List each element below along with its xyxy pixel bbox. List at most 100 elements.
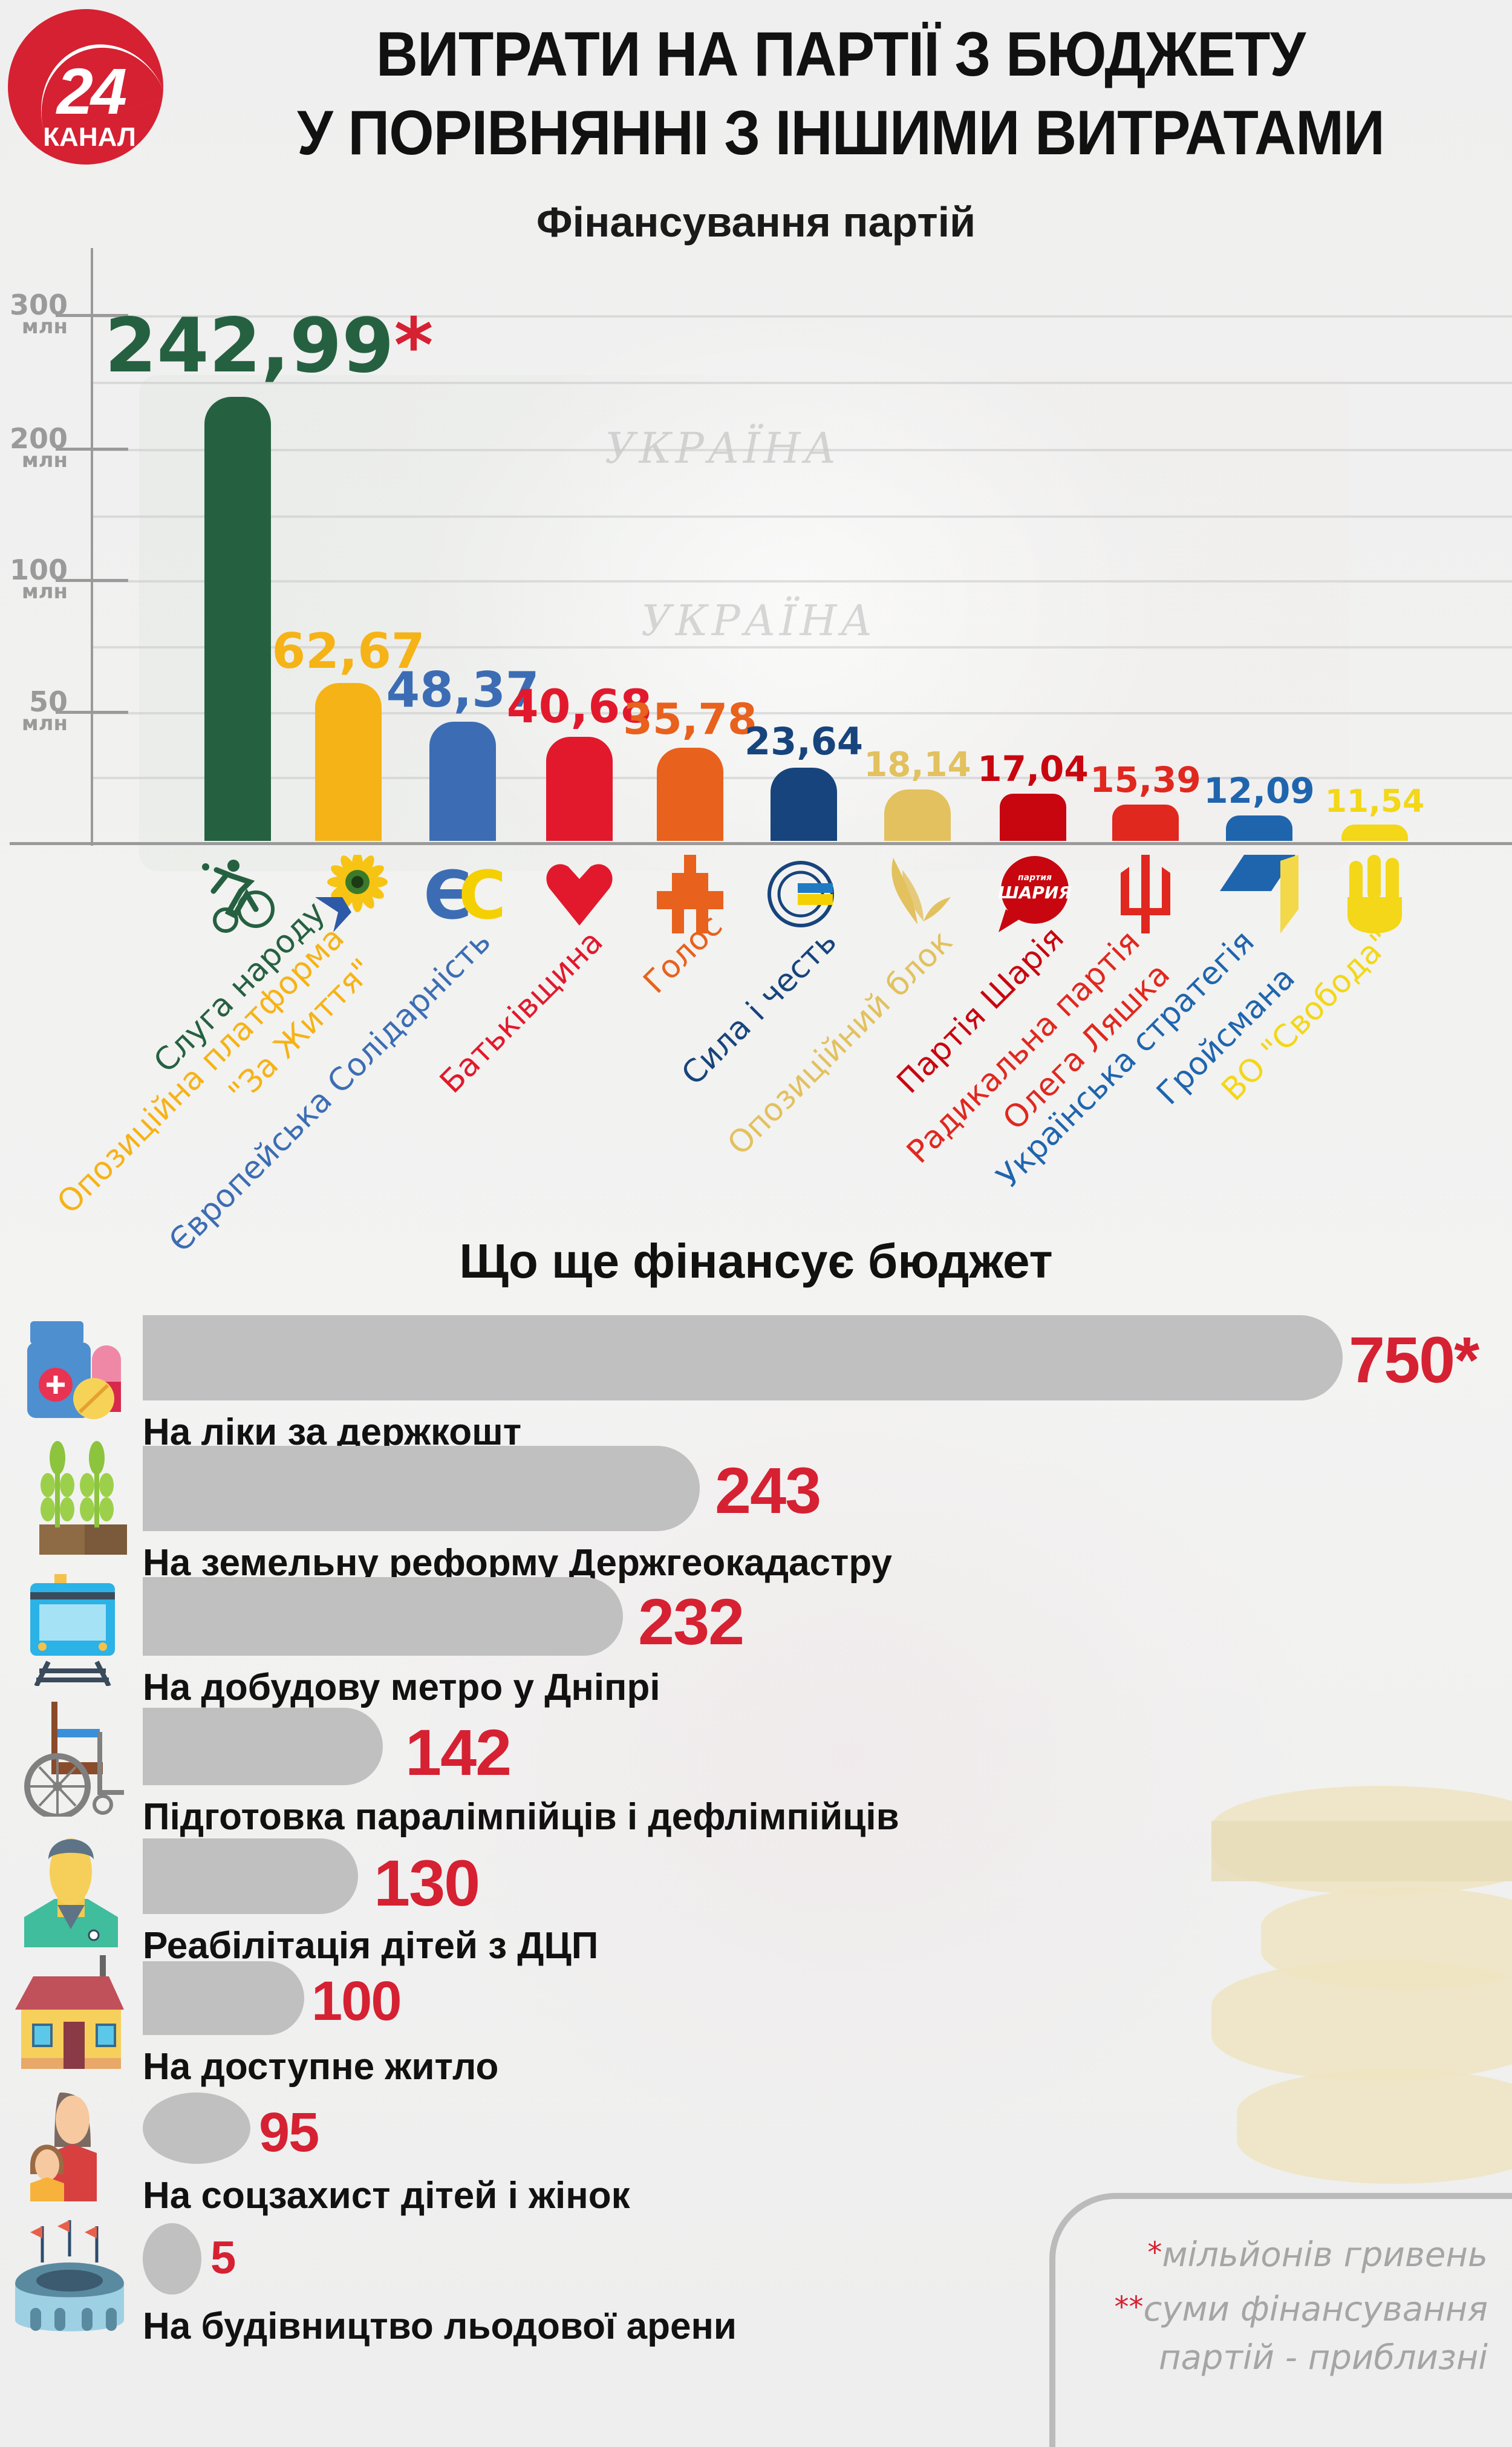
budget-value: 130 (374, 1846, 480, 1919)
y-tick-mark (56, 711, 128, 714)
gridline (93, 712, 1512, 714)
party-chart-title: Фінансування партій (536, 198, 976, 246)
bar-value-label: 11,54 (1325, 783, 1425, 820)
svg-text:С: С (458, 861, 502, 927)
logo-subtitle: КАНАЛ (43, 122, 136, 152)
bar-value-label: 35,78 (623, 694, 757, 744)
party-bar (657, 748, 723, 841)
budget-value: 142 (405, 1716, 512, 1789)
banknote-watermark: УКРАЇНА (605, 423, 840, 473)
y-tick-label: 200 млн (9, 422, 68, 472)
budget-value: 750* (1349, 1323, 1479, 1396)
budget-item-label: На добудову метро у Дніпрі (143, 1667, 660, 1708)
bar-value-label: 17,04 (977, 748, 1089, 789)
bar-value-label: 15,39 (1090, 759, 1201, 800)
party-name-label: Європейська Солідарність (161, 923, 498, 1259)
sila-i-chest-logo-icon (761, 853, 846, 935)
gridline (93, 515, 1512, 518)
party-bar (1226, 815, 1292, 841)
budget-item-label: На ліки за держкошт (143, 1411, 522, 1453)
trident-icon (1103, 853, 1188, 935)
bar-value-label: 48,37 (386, 662, 539, 718)
channel-24-logo: 24 КАНАЛ (8, 9, 166, 165)
bar-value-label: 242,99* (105, 302, 434, 390)
sunflower-dove-icon (306, 853, 391, 935)
y-tick-mark (56, 448, 128, 451)
budget-value: 95 (259, 2102, 319, 2163)
y-tick-mark (56, 314, 128, 317)
sprouts-icon (12, 1440, 133, 1555)
logo-number: 24 (56, 54, 127, 128)
footnote-2-continued: партій - приблизні (1158, 2338, 1488, 2377)
budget-item-label: На будівництво льодової арени (143, 2305, 737, 2347)
bar-value-label: 40,68 (506, 679, 653, 733)
metro-train-icon (12, 1571, 127, 1687)
cyclist-icon (195, 853, 280, 935)
x-axis (10, 842, 1512, 845)
svg-text:ШАРИЯ: ШАРИЯ (998, 883, 1072, 903)
house-icon (12, 1955, 127, 2070)
budget-item-label: На соцзахист дітей і жінок (143, 2175, 630, 2217)
three-fingers-icon (1332, 853, 1417, 935)
budget-bar (143, 1708, 383, 1785)
gridline (93, 382, 1512, 384)
doctor-icon (12, 1832, 127, 1947)
budget-value: 232 (638, 1585, 745, 1658)
budget-value: 5 (210, 2232, 236, 2284)
banknote-watermark: УКРАЇНА (641, 596, 876, 645)
bar-value-label: 62,67 (272, 623, 425, 679)
budget-bar (143, 1838, 358, 1914)
footnote-2: **суми фінансування (1114, 2290, 1488, 2329)
budget-item-label: На доступне житло (143, 2046, 499, 2088)
main-title-line-2: У ПОРІВНЯННІ З ІНШИМИ ВИТРАТАМИ (297, 98, 1385, 168)
budget-value: 100 (311, 1970, 402, 2032)
coin-stack-decoration (1211, 1821, 1512, 1881)
budget-section-title: Що ще фінансує бюджет (459, 1234, 1053, 1288)
budget-bar (143, 1446, 700, 1531)
wheelchair-icon (12, 1702, 127, 1820)
party-bar (315, 683, 382, 841)
budget-bar (143, 2223, 201, 2295)
bar-value-label: 18,14 (864, 745, 971, 785)
golos-logo-icon (648, 853, 732, 935)
budget-bar (143, 1315, 1343, 1400)
budget-bar (143, 1577, 623, 1656)
gridline (93, 315, 1512, 318)
heart-icon (537, 853, 622, 935)
party-bar (771, 768, 837, 841)
party-name-label: Опозиційна платформа (50, 920, 352, 1221)
party-bar (546, 737, 613, 841)
budget-value: 243 (715, 1454, 821, 1527)
speech-bubble-icon: партия ШАРИЯ (991, 853, 1075, 935)
party-bar (429, 722, 496, 841)
party-bar (1341, 825, 1408, 841)
svg-text:партия: партия (1018, 873, 1052, 883)
footnote-1: *мільйонів гривень (1147, 2235, 1488, 2275)
gridline (93, 646, 1512, 649)
coin-stack-decoration (1237, 2069, 1512, 2184)
y-axis (91, 248, 93, 846)
y-tick-label: 300 млн (9, 289, 68, 339)
budget-item-label: На земельну реформу Держгеокадастру (143, 1542, 892, 1584)
svg-text:Є: Є (423, 861, 472, 927)
gridline (93, 580, 1512, 583)
budget-bar (143, 2093, 250, 2164)
budget-bar (143, 1961, 304, 2035)
arena-icon (12, 2217, 127, 2332)
mother-child-icon (12, 2086, 127, 2201)
bird-wing-icon (875, 853, 960, 935)
party-bar (1112, 805, 1179, 841)
party-bar (204, 397, 271, 841)
medicine-icon (12, 1309, 127, 1424)
y-tick-label: 50 млн (21, 685, 68, 736)
main-title-line-1: ВИТРАТИ НА ПАРТІЇ З БЮДЖЕТУ (376, 19, 1306, 90)
budget-item-label: Реабілітація дітей з ДЦП (143, 1925, 599, 1967)
bar-value-label: 12,09 (1204, 770, 1315, 811)
y-tick-label: 100 млн (9, 554, 68, 604)
y-tick-mark (56, 579, 128, 582)
party-bar (884, 789, 951, 841)
gridline (93, 449, 1512, 451)
party-bar (1000, 794, 1066, 841)
budget-item-label: Підготовка паралімпійців і дефлімпійців (143, 1796, 899, 1838)
